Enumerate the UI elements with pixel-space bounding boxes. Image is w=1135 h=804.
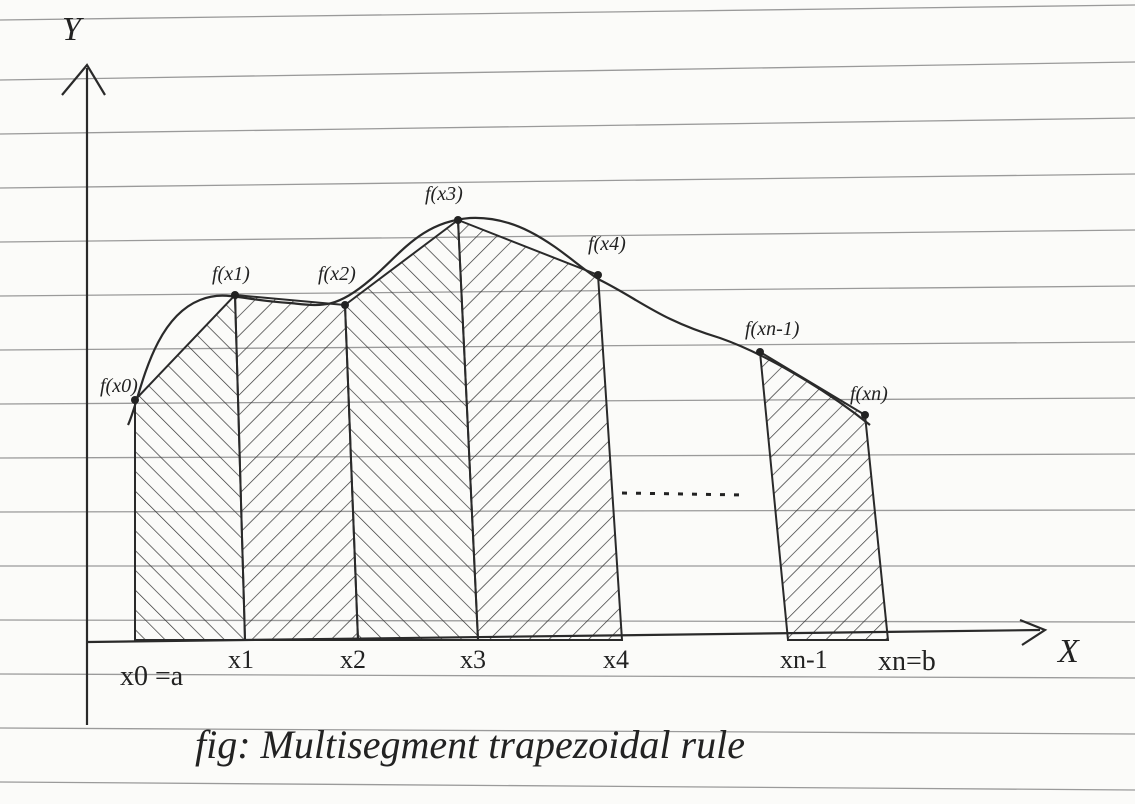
function-label: f(x4) [588,233,626,255]
x-label: x4 [603,645,629,674]
function-label: f(xn-1) [745,318,800,340]
caption: fig: Multisegment trapezoidal rule [195,722,745,767]
x-label: x0 =a [120,661,184,692]
function-label: f(x3) [425,183,463,205]
x-label: x1 [228,645,254,674]
function-label: f(x1) [212,263,250,285]
x-label: xn=b [878,646,936,677]
function-label: f(xn) [850,383,888,405]
x-label: x2 [340,645,366,674]
function-label: f(x2) [318,263,356,285]
function-label: f(x0) [100,375,138,397]
x-label: xn-1 [780,645,828,674]
x-axis-label: X [1056,633,1080,670]
diagram: Y X f(x0) f(x1) f(x2) f(x3) f(x4) f(xn-1… [0,0,1135,804]
y-axis-label: Y [62,11,84,48]
x-label: x3 [460,645,486,674]
